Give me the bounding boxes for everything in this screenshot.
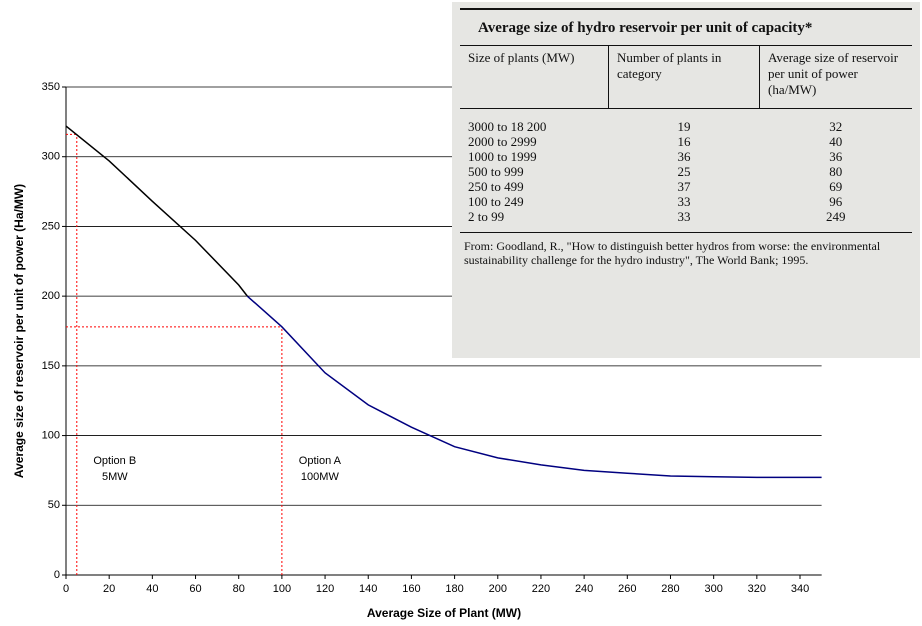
x-tick-label: 100 — [273, 583, 291, 595]
inset-table: Average size of hydro reservoir per unit… — [452, 2, 920, 358]
table-cell: 100 to 249 — [468, 194, 524, 209]
table-row: 250 to 499 37 69 — [460, 179, 912, 194]
x-tick-label: 340 — [791, 583, 809, 595]
x-tick-label: 120 — [316, 583, 334, 595]
x-tick-label: 180 — [445, 583, 463, 595]
table-source: From: Goodland, R., "How to distinguish … — [464, 239, 881, 267]
annotation: 100MW — [301, 471, 340, 483]
annotation: 5MW — [102, 471, 128, 483]
y-tick-label: 150 — [42, 360, 60, 372]
table-cell: 2 to 99 — [460, 209, 609, 233]
y-tick-label: 300 — [42, 151, 60, 163]
y-tick-label: 50 — [48, 499, 60, 511]
x-tick-label: 260 — [618, 583, 636, 595]
y-tick-label: 100 — [42, 429, 60, 441]
x-axis-title: Average Size of Plant (MW) — [367, 606, 521, 620]
line — [65, 125, 248, 297]
table-cell: 69 — [829, 179, 843, 194]
y-axis-title: Average size of reservoir per unit of po… — [12, 184, 26, 478]
x-tick-label: 240 — [575, 583, 593, 595]
table-cell: 2000 to 2999 — [468, 134, 537, 149]
table-row: 2 to 99 33 249 — [460, 209, 912, 233]
table-cell: 3000 to 18 200 — [468, 119, 547, 134]
table-cell: 36 — [677, 149, 691, 164]
x-tick-label: 140 — [359, 583, 377, 595]
table-title: Average size of hydro reservoir per unit… — [460, 8, 912, 46]
table-cell: 25 — [677, 164, 691, 179]
table-cell: 40 — [829, 134, 843, 149]
table-cell: 96 — [829, 194, 843, 209]
table-cell: 1000 to 1999 — [468, 149, 537, 164]
y-tick-label: 250 — [42, 220, 60, 232]
table-row: 3000 to 18 200 19 32 — [460, 109, 912, 135]
x-tick-label: 60 — [189, 583, 201, 595]
y-tick-label: 350 — [42, 81, 60, 93]
x-tick-label: 0 — [63, 583, 69, 595]
table-cell: 37 — [677, 179, 691, 194]
table-cell: 36 — [829, 149, 843, 164]
annotation: Option A — [299, 455, 342, 467]
x-tick-label: 220 — [532, 583, 550, 595]
table-cell: 32 — [829, 119, 843, 134]
table-row: 500 to 999 25 80 — [460, 164, 912, 179]
table-cell: 33 — [677, 194, 691, 209]
line — [246, 295, 822, 479]
table-header: Number of plants in category — [608, 46, 760, 109]
table-row: 2000 to 2999 16 40 — [460, 134, 912, 149]
table: Size of plants (MW) Number of plants in … — [460, 46, 912, 233]
x-tick-label: 20 — [103, 583, 115, 595]
x-tick-label: 320 — [748, 583, 766, 595]
table-cell: 249 — [759, 209, 912, 233]
table-cell: 500 to 999 — [468, 164, 524, 179]
y-tick-label: 200 — [42, 290, 60, 302]
table-cell: 33 — [608, 209, 760, 233]
annotation: Option B — [93, 455, 136, 467]
x-tick-label: 160 — [402, 583, 420, 595]
table-header: Average size of reservoir per unit of po… — [759, 46, 912, 109]
table-cell: 19 — [677, 119, 691, 134]
table-header: Size of plants (MW) — [460, 46, 609, 109]
table-cell: 250 to 499 — [468, 179, 524, 194]
x-tick-label: 40 — [146, 583, 158, 595]
x-tick-label: 280 — [661, 583, 679, 595]
x-tick-label: 300 — [704, 583, 722, 595]
table-row: 100 to 249 33 96 — [460, 194, 912, 209]
table-cell: 16 — [677, 134, 691, 149]
x-tick-label: 200 — [489, 583, 507, 595]
x-tick-label: 80 — [233, 583, 245, 595]
table-cell: 80 — [829, 164, 843, 179]
table-row: 1000 to 1999 36 36 — [460, 149, 912, 164]
y-tick-label: 0 — [54, 569, 60, 581]
